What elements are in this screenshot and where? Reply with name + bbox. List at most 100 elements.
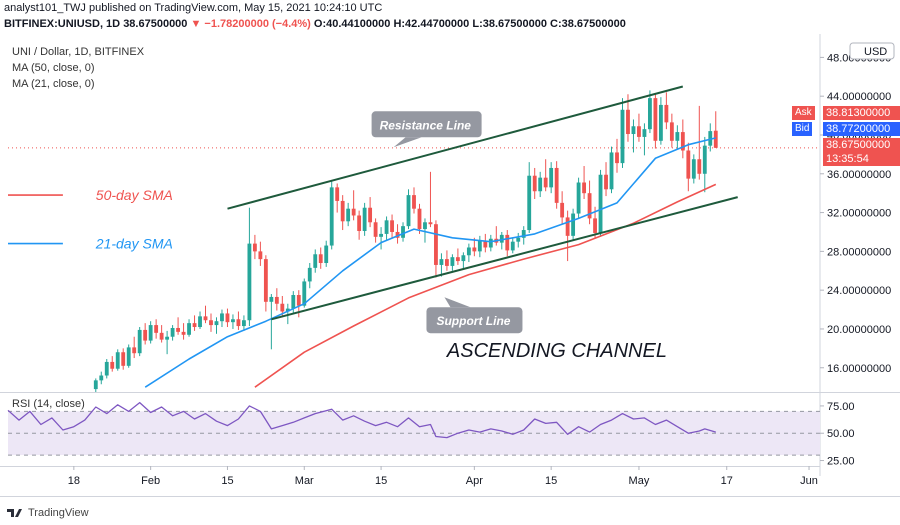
candle-body[interactable] bbox=[170, 327, 175, 337]
candle-body[interactable] bbox=[615, 152, 619, 164]
ma21-line[interactable] bbox=[144, 137, 716, 388]
resistance-line[interactable] bbox=[227, 85, 684, 210]
candle-body[interactable] bbox=[390, 220, 394, 232]
candle-body[interactable] bbox=[626, 109, 630, 135]
candle-body[interactable] bbox=[220, 313, 224, 322]
candle-body[interactable] bbox=[609, 152, 614, 190]
ma50-line[interactable] bbox=[254, 183, 717, 388]
candle-body[interactable] bbox=[362, 207, 367, 232]
candle-body[interactable] bbox=[148, 325, 153, 341]
candle-body[interactable] bbox=[455, 257, 460, 262]
candle-body[interactable] bbox=[549, 167, 554, 188]
candle-body[interactable] bbox=[126, 347, 131, 366]
candle-body[interactable] bbox=[691, 159, 696, 179]
candle-body[interactable] bbox=[664, 104, 669, 123]
candle-body[interactable] bbox=[296, 295, 301, 306]
candle-body[interactable] bbox=[99, 375, 104, 381]
candle-body[interactable] bbox=[686, 150, 691, 179]
candle-body[interactable] bbox=[252, 243, 257, 252]
candle-body[interactable] bbox=[263, 259, 268, 302]
candle-body[interactable] bbox=[280, 303, 285, 312]
candle-body[interactable] bbox=[192, 323, 197, 328]
candle-body[interactable] bbox=[527, 175, 532, 231]
candle-body[interactable] bbox=[132, 347, 137, 354]
candle-body[interactable] bbox=[658, 104, 663, 141]
candle-body[interactable] bbox=[516, 237, 521, 242]
candle-body[interactable] bbox=[236, 319, 241, 327]
candle-body[interactable] bbox=[488, 238, 493, 248]
candle-body[interactable] bbox=[505, 234, 510, 251]
candle-body[interactable] bbox=[653, 98, 658, 141]
candle-body[interactable] bbox=[554, 167, 559, 203]
candle-body[interactable] bbox=[565, 217, 570, 236]
candle-body[interactable] bbox=[395, 231, 400, 238]
candle-body[interactable] bbox=[466, 247, 471, 256]
candle-body[interactable] bbox=[198, 316, 202, 328]
candle-body[interactable] bbox=[637, 126, 641, 137]
candle-body[interactable] bbox=[329, 187, 334, 246]
candle-body[interactable] bbox=[587, 193, 592, 219]
candle-body[interactable] bbox=[269, 296, 274, 302]
candle-body[interactable] bbox=[571, 213, 576, 236]
candle-body[interactable] bbox=[258, 251, 263, 260]
candle-body[interactable] bbox=[165, 336, 170, 340]
rsi-line[interactable] bbox=[7, 401, 716, 439]
candle-body[interactable] bbox=[713, 130, 718, 148]
candle-body[interactable] bbox=[543, 177, 548, 188]
candle-body[interactable] bbox=[274, 296, 279, 304]
candle-body[interactable] bbox=[247, 243, 252, 321]
candle-body[interactable] bbox=[412, 195, 416, 209]
candle-body[interactable] bbox=[225, 313, 230, 323]
candle-body[interactable] bbox=[620, 109, 625, 164]
candle-body[interactable] bbox=[604, 174, 608, 190]
candle-body[interactable] bbox=[647, 98, 652, 130]
candle-body[interactable] bbox=[598, 174, 603, 233]
tradingview-logo[interactable]: TradingView bbox=[6, 507, 89, 519]
candle-body[interactable] bbox=[241, 320, 246, 327]
candle-body[interactable] bbox=[560, 202, 565, 218]
candle-body[interactable] bbox=[368, 207, 373, 223]
candle-body[interactable] bbox=[593, 218, 597, 233]
candle-body[interactable] bbox=[176, 327, 181, 332]
candle-body[interactable] bbox=[675, 132, 680, 141]
candle-body[interactable] bbox=[313, 254, 318, 268]
candle-body[interactable] bbox=[384, 220, 389, 234]
candle-body[interactable] bbox=[576, 182, 581, 214]
candle-body[interactable] bbox=[406, 195, 411, 227]
candle-body[interactable] bbox=[340, 200, 345, 222]
candle-body[interactable] bbox=[203, 316, 208, 321]
candle-body[interactable] bbox=[461, 255, 466, 262]
candle-body[interactable] bbox=[357, 215, 362, 232]
candle-body[interactable] bbox=[209, 320, 213, 326]
candle-body[interactable] bbox=[521, 230, 526, 238]
candle-body[interactable] bbox=[373, 222, 378, 237]
candle-body[interactable] bbox=[417, 208, 422, 230]
candle-body[interactable] bbox=[143, 329, 148, 341]
candle-body[interactable] bbox=[379, 233, 384, 237]
candle-body[interactable] bbox=[93, 380, 98, 390]
candle-body[interactable] bbox=[428, 222, 433, 225]
candle-body[interactable] bbox=[110, 361, 115, 369]
candle-body[interactable] bbox=[538, 177, 543, 192]
legend-ma50[interactable]: MA (50, close, 0) bbox=[12, 62, 95, 74]
candle-body[interactable] bbox=[401, 226, 405, 238]
candle-body[interactable] bbox=[285, 308, 290, 312]
candle-body[interactable] bbox=[115, 352, 120, 369]
candle-body[interactable] bbox=[335, 187, 340, 201]
candle-body[interactable] bbox=[642, 129, 647, 137]
candle-body[interactable] bbox=[423, 222, 427, 230]
candle-body[interactable] bbox=[351, 208, 356, 216]
candle-body[interactable] bbox=[499, 234, 504, 243]
candle-body[interactable] bbox=[302, 281, 307, 306]
candle-body[interactable] bbox=[510, 241, 515, 251]
candle-body[interactable] bbox=[137, 329, 142, 354]
candle-body[interactable] bbox=[472, 247, 477, 252]
candle-body[interactable] bbox=[532, 175, 537, 192]
support-line[interactable] bbox=[271, 196, 738, 321]
candle-body[interactable] bbox=[444, 259, 449, 266]
candle-body[interactable] bbox=[121, 352, 126, 366]
candle-body[interactable] bbox=[434, 224, 438, 265]
candle-body[interactable] bbox=[159, 332, 164, 340]
candle-body[interactable] bbox=[477, 240, 482, 252]
